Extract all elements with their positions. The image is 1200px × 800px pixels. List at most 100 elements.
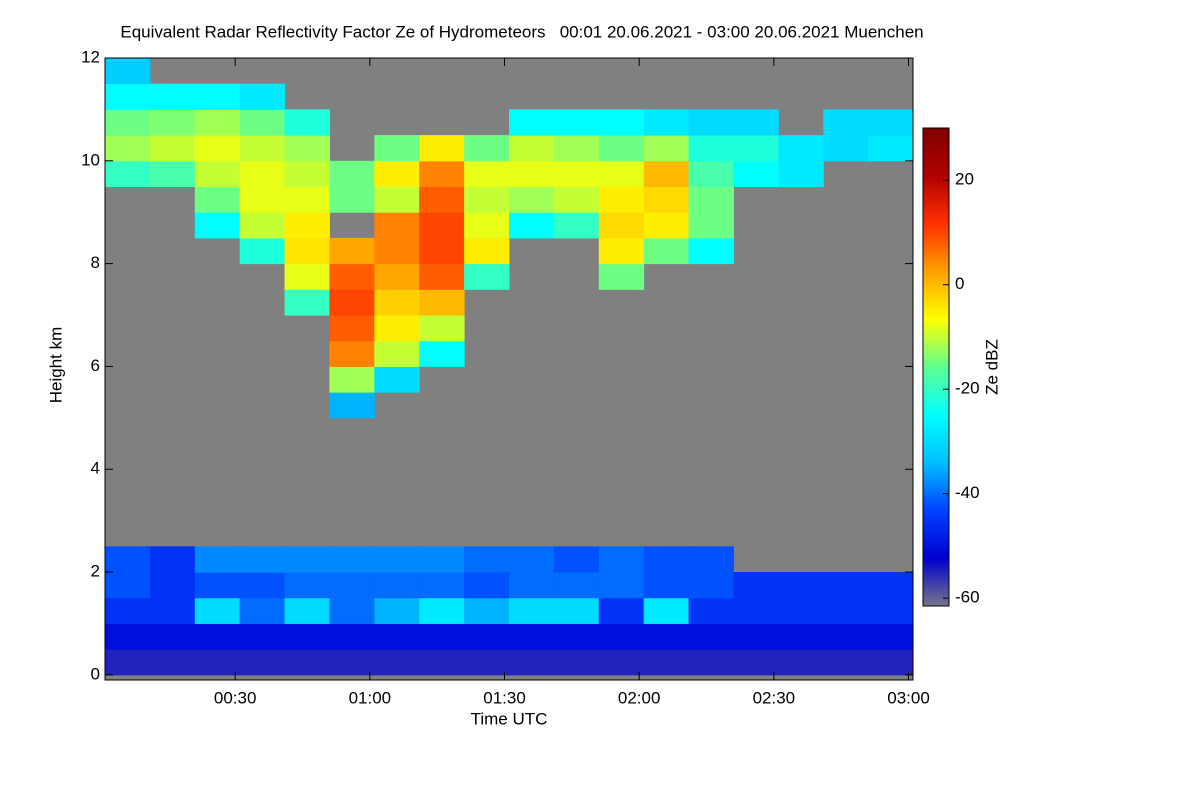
heatmap-cell xyxy=(643,212,690,239)
heatmap-cell xyxy=(778,572,824,599)
heatmap-cell xyxy=(105,135,151,162)
heatmap-cell xyxy=(105,160,151,188)
heatmap-cell xyxy=(419,572,465,599)
heatmap-cell xyxy=(688,186,734,213)
heatmap-cell xyxy=(239,160,286,188)
heatmap-cell xyxy=(598,237,645,265)
heatmap-cell xyxy=(464,186,510,213)
heatmap-cell xyxy=(464,572,510,599)
heatmap-cell xyxy=(553,623,600,650)
heatmap-cell xyxy=(419,340,465,367)
heatmap-cell xyxy=(419,649,465,676)
heatmap-cell xyxy=(598,109,645,136)
heatmap-cell xyxy=(643,546,690,573)
heatmap-cell xyxy=(553,186,600,213)
heatmap-cell xyxy=(553,212,600,239)
heatmap-cell xyxy=(598,546,645,573)
heatmap-cell xyxy=(823,572,869,599)
heatmap-cell xyxy=(194,572,241,599)
y-tick-label: 4 xyxy=(91,459,100,478)
y-axis-label: Height km xyxy=(46,327,65,404)
heatmap-cell xyxy=(733,597,779,624)
heatmap-cell xyxy=(823,623,869,650)
heatmap-cell xyxy=(149,546,196,573)
heatmap-cell xyxy=(329,186,375,213)
heatmap-cell xyxy=(149,623,196,650)
heatmap-cell xyxy=(284,572,330,599)
heatmap-cell xyxy=(464,160,510,188)
heatmap-cell xyxy=(553,109,600,136)
heatmap-cell xyxy=(374,237,420,265)
heatmap-cell xyxy=(868,135,914,162)
heatmap-cell xyxy=(329,366,375,393)
x-tick-label: 00:30 xyxy=(214,688,257,707)
heatmap-cell xyxy=(149,83,196,110)
heatmap-cell xyxy=(688,212,734,239)
heatmap-cell xyxy=(105,649,151,676)
x-tick-label: 02:30 xyxy=(753,688,796,707)
heatmap-cell xyxy=(598,186,645,213)
heatmap-cell xyxy=(419,623,465,650)
heatmap-cell xyxy=(374,186,420,213)
heatmap-cell xyxy=(598,623,645,650)
heatmap-cell xyxy=(374,572,420,599)
heatmap-cell xyxy=(553,572,600,599)
heatmap-cell xyxy=(284,263,330,290)
heatmap-cell xyxy=(374,546,420,573)
heatmap-cell xyxy=(553,597,600,624)
heatmap-cell xyxy=(643,572,690,599)
heatmap-cell xyxy=(239,135,286,162)
heatmap-cell xyxy=(284,237,330,265)
heatmap-cell xyxy=(643,649,690,676)
heatmap-cell xyxy=(239,109,286,136)
y-tick-label: 8 xyxy=(91,253,100,272)
colorbar-tick-label: -40 xyxy=(955,483,980,502)
x-tick-label: 02:00 xyxy=(618,688,661,707)
colorbar xyxy=(922,127,950,607)
heatmap-cell xyxy=(509,186,555,213)
y-tick-label: 0 xyxy=(91,664,100,683)
heatmap-cell xyxy=(509,572,555,599)
heatmap-cell xyxy=(329,546,375,573)
heatmap-cell xyxy=(105,58,151,85)
heatmap-cell xyxy=(374,212,420,239)
heatmap-cell xyxy=(419,160,465,188)
heatmap-cell xyxy=(149,572,196,599)
colorbar-label: Ze dBZ xyxy=(982,339,1001,395)
colorbar-tick-label: 20 xyxy=(955,170,974,189)
heatmap-cell xyxy=(419,315,465,342)
heatmap-cell xyxy=(598,263,645,290)
heatmap-cell xyxy=(778,597,824,624)
heatmap-cell xyxy=(329,315,375,342)
x-tick-label: 01:00 xyxy=(349,688,392,707)
heatmap-cell xyxy=(464,649,510,676)
heatmap-cell xyxy=(868,597,914,624)
heatmap-cell xyxy=(149,649,196,676)
colorbar-tick-label: 0 xyxy=(955,274,964,293)
heatmap-cell xyxy=(553,160,600,188)
heatmap-cell xyxy=(105,109,151,136)
heatmap-cell xyxy=(688,160,734,188)
heatmap-cell xyxy=(823,135,869,162)
heatmap-cell xyxy=(509,546,555,573)
y-tick-label: 6 xyxy=(91,356,100,375)
heatmap-cell xyxy=(105,572,151,599)
heatmap-cell xyxy=(464,623,510,650)
heatmap-cell xyxy=(194,160,241,188)
heatmap-cell xyxy=(149,160,196,188)
heatmap-cell xyxy=(823,109,869,136)
heatmap-cell xyxy=(598,135,645,162)
heatmap-cell xyxy=(464,263,510,290)
heatmap-cell xyxy=(464,546,510,573)
x-tick-label: 01:30 xyxy=(483,688,526,707)
heatmap-cell xyxy=(733,572,779,599)
heatmap-cell xyxy=(374,315,420,342)
plot-frame xyxy=(104,57,914,681)
x-axis-label: Time UTC xyxy=(471,709,548,728)
heatmap-cell xyxy=(105,623,151,650)
heatmap-cell xyxy=(374,366,420,393)
heatmap-cell xyxy=(374,340,420,367)
heatmap-cell xyxy=(598,212,645,239)
heatmap-cell xyxy=(643,186,690,213)
heatmap-cell xyxy=(419,289,465,316)
